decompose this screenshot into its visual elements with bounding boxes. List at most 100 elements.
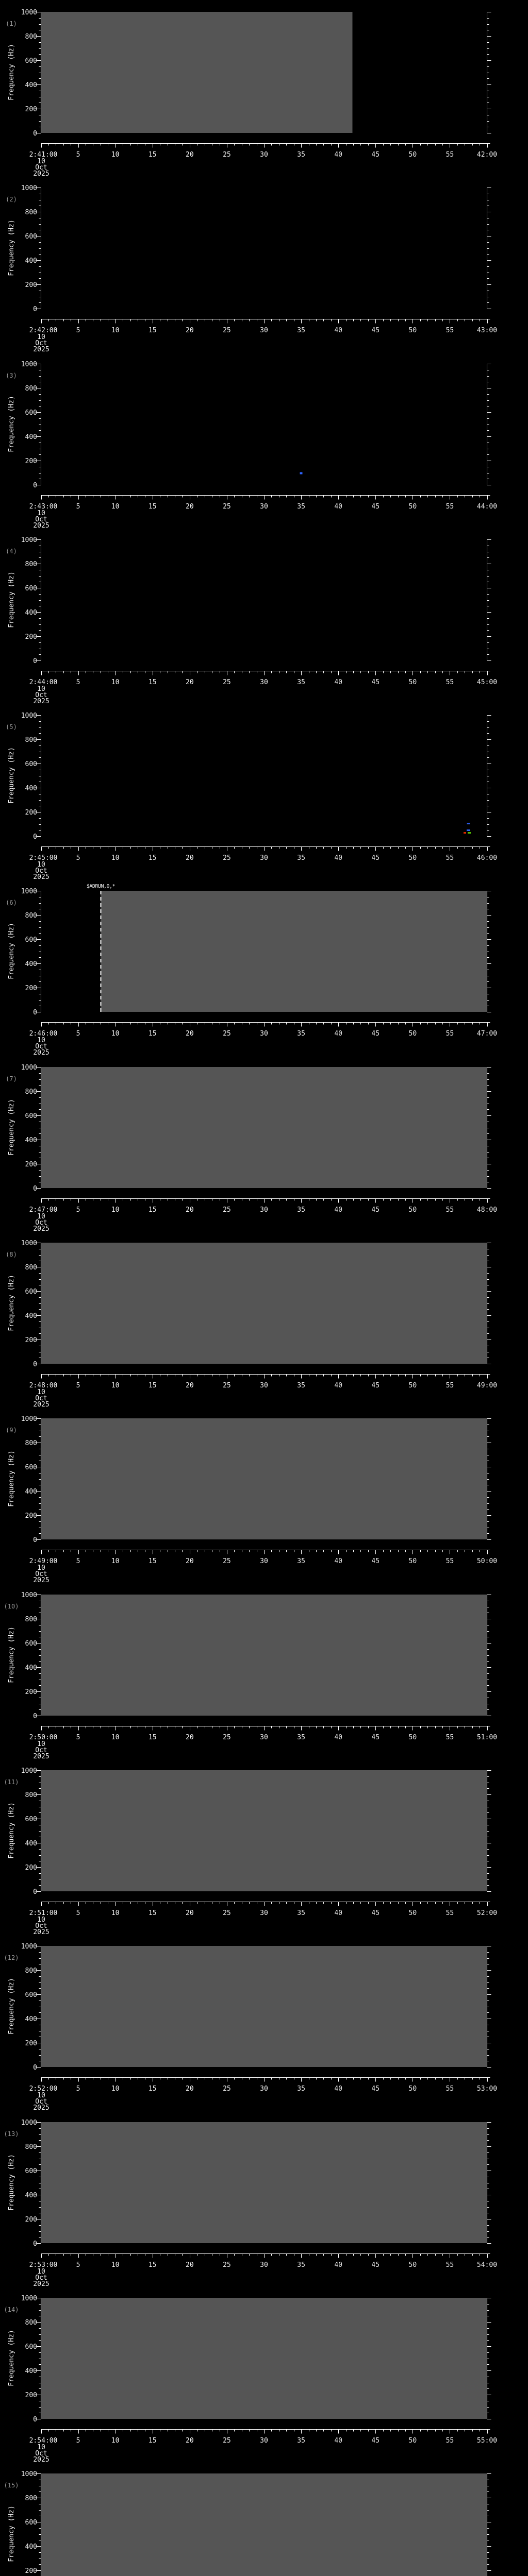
y-tick-label: 800 xyxy=(25,1439,37,1447)
y-tick-label: 400 xyxy=(25,960,37,968)
y-tick-label: 0 xyxy=(33,1536,37,1544)
date-label: 10 xyxy=(37,861,45,869)
end-time-label: 51:00 xyxy=(477,1734,497,1741)
y-tick-label: 200 xyxy=(25,1336,37,1344)
y-tick-label: 1000 xyxy=(21,9,37,16)
x-tick-label: 40 xyxy=(334,2085,342,2093)
y-tick-label: 200 xyxy=(25,457,37,465)
y-tick-label: 400 xyxy=(25,257,37,265)
start-time-label: 2:41:00 xyxy=(29,151,58,159)
y-axis-title: Frequency (Hz) xyxy=(8,1451,15,1507)
y-tick-label: 600 xyxy=(25,1288,37,1296)
x-tick-label: 45 xyxy=(371,503,380,511)
y-tick-label: 600 xyxy=(25,57,37,65)
y-tick-label: 1000 xyxy=(21,536,37,544)
y-tick-label: 0 xyxy=(33,1361,37,1368)
y-tick-label: 400 xyxy=(25,1312,37,1320)
y-tick-label: 800 xyxy=(25,1616,37,1623)
x-tick-label: 50 xyxy=(409,503,417,511)
date-label: Oct xyxy=(35,516,47,523)
y-tick-label: 400 xyxy=(25,1488,37,1496)
x-tick-label: 25 xyxy=(223,1206,231,1214)
x-tick-label: 30 xyxy=(260,1206,268,1214)
x-tick-label: 15 xyxy=(148,2437,157,2445)
x-tick-label: 55 xyxy=(446,1382,454,1389)
x-tick-label: 25 xyxy=(223,1382,231,1389)
x-tick-label: 25 xyxy=(223,1030,231,1038)
y-tick-label: 0 xyxy=(33,306,37,313)
x-tick-label: 30 xyxy=(260,151,268,159)
y-axis-title: Frequency (Hz) xyxy=(8,1275,15,1331)
y-tick-label: 1000 xyxy=(21,712,37,720)
x-tick-label: 35 xyxy=(297,1557,305,1565)
y-axis-title: Frequency (Hz) xyxy=(8,2505,15,2562)
signal-region xyxy=(41,1066,487,1188)
signal-region xyxy=(41,1770,487,1891)
signal-region xyxy=(41,1946,487,2067)
y-tick-label: 400 xyxy=(25,2543,37,2551)
y-tick-label: 400 xyxy=(25,785,37,792)
x-tick-label: 20 xyxy=(186,151,194,159)
x-tick-label: 25 xyxy=(223,2261,231,2269)
x-tick-label: 35 xyxy=(297,327,305,334)
date-label: 10 xyxy=(37,2444,45,2451)
end-time-label: 46:00 xyxy=(477,854,497,862)
y-tick-label: 1000 xyxy=(21,1767,37,1775)
event-mark xyxy=(467,832,471,834)
y-axis-title: Frequency (Hz) xyxy=(8,571,15,628)
y-tick-label: 200 xyxy=(25,809,37,817)
y-tick-label: 800 xyxy=(25,1088,37,1096)
y-tick-label: 600 xyxy=(25,1991,37,1999)
x-tick-label: 30 xyxy=(260,2085,268,2093)
y-tick-label: 600 xyxy=(25,1464,37,1471)
date-label: 2025 xyxy=(33,873,49,881)
y-tick-label: 0 xyxy=(33,130,37,138)
y-tick-label: 200 xyxy=(25,2040,37,2047)
x-tick-label: 25 xyxy=(223,2085,231,2093)
y-tick-label: 800 xyxy=(25,561,37,568)
x-tick-label: 25 xyxy=(223,503,231,511)
start-time-label: 2:52:00 xyxy=(29,2085,58,2093)
y-tick-label: 200 xyxy=(25,1864,37,1872)
x-tick-label: 20 xyxy=(186,327,194,334)
x-tick-label: 10 xyxy=(111,1206,120,1214)
y-tick-label: 0 xyxy=(33,2416,37,2424)
x-tick-label: 30 xyxy=(260,679,268,686)
start-time-label: 2:53:00 xyxy=(29,2261,58,2269)
x-tick-label: 55 xyxy=(446,1909,454,1917)
x-tick-label: 20 xyxy=(186,2261,194,2269)
y-axis-title: Frequency (Hz) xyxy=(8,396,15,452)
start-time-label: 2:44:00 xyxy=(29,679,58,686)
x-tick-label: 40 xyxy=(334,327,342,334)
x-tick-label: 15 xyxy=(148,1557,157,1565)
end-time-label: 47:00 xyxy=(477,1030,497,1038)
x-tick-label: 10 xyxy=(111,151,120,159)
x-tick-label: 55 xyxy=(446,1557,454,1565)
x-tick-label: 25 xyxy=(223,151,231,159)
y-tick-label: 800 xyxy=(25,2319,37,2327)
x-tick-label: 15 xyxy=(148,1382,157,1389)
x-tick-label: 55 xyxy=(446,679,454,686)
start-time-label: 2:42:00 xyxy=(29,327,58,334)
x-tick-label: 15 xyxy=(148,854,157,862)
x-tick-label: 5 xyxy=(76,1734,80,1741)
x-tick-label: 15 xyxy=(148,1030,157,1038)
x-tick-label: 5 xyxy=(76,2085,80,2093)
end-time-label: 53:00 xyxy=(477,2085,497,2093)
signal-region xyxy=(41,1418,487,1540)
x-tick-label: 45 xyxy=(371,1557,380,1565)
end-time-label: 45:00 xyxy=(477,679,497,686)
x-tick-label: 10 xyxy=(111,2085,120,2093)
x-tick-label: 40 xyxy=(334,151,342,159)
y-tick-label: 200 xyxy=(25,2567,37,2575)
x-tick-label: 45 xyxy=(371,2437,380,2445)
date-label: 2025 xyxy=(33,698,49,705)
date-label: Oct xyxy=(35,340,47,347)
x-tick-label: 55 xyxy=(446,2261,454,2269)
y-tick-label: 1000 xyxy=(21,888,37,895)
x-tick-label: 25 xyxy=(223,1734,231,1741)
y-tick-label: 200 xyxy=(25,1161,37,1168)
y-tick-label: 200 xyxy=(25,633,37,641)
